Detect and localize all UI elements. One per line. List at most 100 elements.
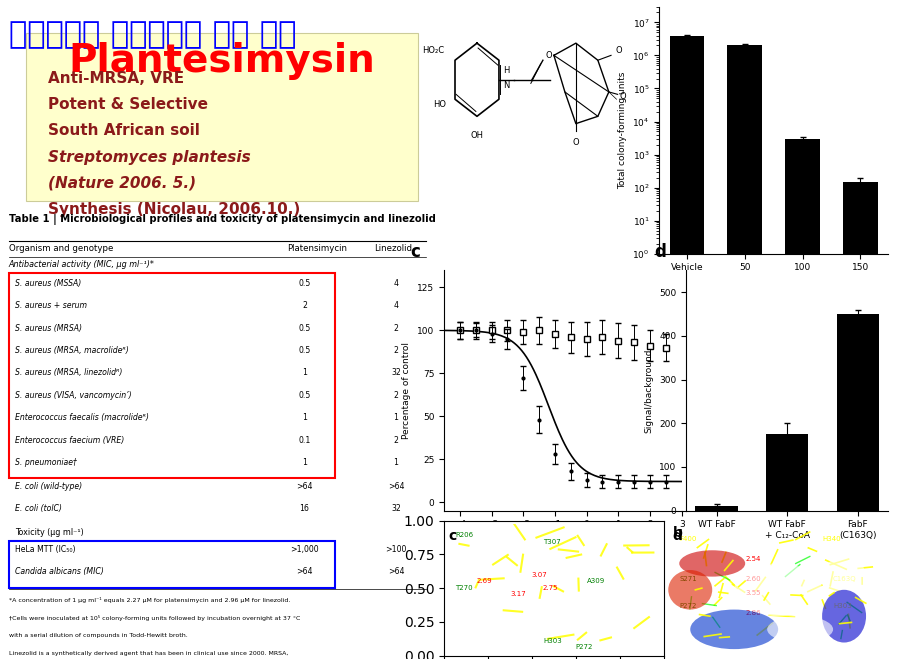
Text: 0.5: 0.5 [299,391,310,400]
Text: H303: H303 [543,637,562,644]
Text: 0.5: 0.5 [299,279,310,288]
Text: Linezolid is a synthetically derived agent that has been in clinical use since 2: Linezolid is a synthetically derived age… [9,651,288,656]
Text: Platensimycin: Platensimycin [287,244,347,254]
Text: 2: 2 [394,346,398,355]
Text: >64: >64 [296,567,313,576]
Text: b: b [673,526,683,540]
Text: (Nature 2006. 5.): (Nature 2006. 5.) [48,176,196,191]
Text: Antibacterial activity (MIC, μg ml⁻¹)*: Antibacterial activity (MIC, μg ml⁻¹)* [9,260,154,270]
Text: >1,000: >1,000 [291,545,318,554]
Text: 1: 1 [302,458,307,467]
Text: 4: 4 [394,279,398,288]
Ellipse shape [679,550,745,577]
Text: a: a [448,526,457,540]
Bar [766,434,808,511]
Text: 1: 1 [302,368,307,378]
Bar [670,36,704,659]
Text: 2: 2 [302,301,307,310]
Text: 3.07: 3.07 [532,571,548,578]
Text: T270: T270 [455,585,473,591]
Text: 32: 32 [391,368,401,378]
Text: S. aureus (MRSA, macrolideᴿ): S. aureus (MRSA, macrolideᴿ) [15,346,129,355]
FancyBboxPatch shape [26,33,418,201]
Text: a: a [435,0,447,2]
Text: >100: >100 [385,545,406,554]
Text: Enterococcus faecium (VRE): Enterococcus faecium (VRE) [15,436,125,445]
Text: S. aureus (MRSA): S. aureus (MRSA) [15,324,83,333]
Text: S. aureus (MRSA, linezolidᴿ): S. aureus (MRSA, linezolidᴿ) [15,368,123,378]
Text: *A concentration of 1 μg ml⁻¹ equals 2.27 μM for platensimycin and 2.96 μM for l: *A concentration of 1 μg ml⁻¹ equals 2.2… [9,598,290,604]
Text: †Cells were inoculated at 10⁵ colony-forming units followed by incubation overni: †Cells were inoculated at 10⁵ colony-for… [9,616,300,621]
Text: >64: >64 [388,567,405,576]
Text: HeLa MTT (IC₅₀): HeLa MTT (IC₅₀) [15,545,75,554]
Text: Organism and genotype: Organism and genotype [9,244,113,254]
Text: O: O [572,138,579,147]
Text: S. pneumoniae†: S. pneumoniae† [15,458,77,467]
Text: P272: P272 [576,644,593,650]
Text: O: O [620,92,626,101]
Text: HO₂C: HO₂C [422,46,444,55]
Text: HO: HO [433,100,446,109]
Text: d: d [673,529,683,543]
Text: 16: 16 [300,504,309,513]
Text: 3.55: 3.55 [745,590,761,596]
Text: 2: 2 [394,324,398,333]
Text: c: c [411,243,421,260]
Text: 2.54: 2.54 [745,556,761,562]
Text: >64: >64 [296,482,313,491]
Text: South African soil: South African soil [48,123,200,138]
Text: 1: 1 [302,413,307,422]
Text: c: c [448,529,457,543]
Text: d: d [654,243,666,260]
Y-axis label: Percentage of control: Percentage of control [403,342,412,439]
Text: Toxicity (μg ml⁻¹): Toxicity (μg ml⁻¹) [15,528,84,537]
Text: 2: 2 [394,436,398,445]
Text: 2.75: 2.75 [543,585,559,591]
X-axis label: Platensimycin (μg h⁻¹): Platensimycin (μg h⁻¹) [723,278,824,287]
Text: Linezolid: Linezolid [374,244,412,254]
Ellipse shape [822,590,866,643]
Text: E. coli (tolC): E. coli (tolC) [15,504,62,513]
Bar [785,139,820,659]
Text: T307: T307 [543,538,561,545]
Text: C163(Q): C163(Q) [509,604,539,610]
Text: >64: >64 [388,482,405,491]
Y-axis label: Total colony-forming units: Total colony-forming units [618,71,627,189]
Bar [695,506,737,511]
Bar [843,182,877,659]
Text: Streptomyces plantesis: Streptomyces plantesis [48,150,250,165]
Text: 1: 1 [394,413,398,422]
Ellipse shape [691,610,778,649]
Text: 미생물유래 신약개발의 최근 예시: 미생물유래 신약개발의 최근 예시 [9,20,296,49]
Text: C163Q: C163Q [833,577,857,583]
Bar [727,45,762,659]
Text: P272: P272 [679,604,697,610]
Ellipse shape [668,570,712,610]
Text: Anti-MRSA, VRE: Anti-MRSA, VRE [48,71,184,86]
Text: 2: 2 [394,391,398,400]
Text: 0.5: 0.5 [299,346,310,355]
Text: 32: 32 [391,504,401,513]
Text: with a serial dilution of compounds in Todd-Hewitt broth.: with a serial dilution of compounds in T… [9,633,187,638]
Text: 2.69: 2.69 [477,578,492,585]
Text: A309: A309 [587,578,605,585]
Text: Potent & Selective: Potent & Selective [48,97,208,112]
Text: F400: F400 [477,646,494,652]
Bar [837,314,879,511]
Text: H340: H340 [822,536,840,542]
Text: Candida albicans (MIC): Candida albicans (MIC) [15,567,104,576]
Text: S. aureus (MSSA): S. aureus (MSSA) [15,279,82,288]
Bar [9,541,335,588]
Text: Plantesimysin: Plantesimysin [68,42,375,80]
Bar [9,273,335,478]
Text: O: O [545,51,552,60]
Text: S271: S271 [679,577,697,583]
Text: H340: H340 [587,617,605,623]
Text: H: H [503,66,509,75]
Text: F400: F400 [679,536,697,542]
Y-axis label: Signal/background: Signal/background [645,348,654,433]
Text: S. aureus (VISA, vancomycin’): S. aureus (VISA, vancomycin’) [15,391,132,400]
Ellipse shape [822,557,866,596]
Text: H303: H303 [833,604,852,610]
Text: R206: R206 [455,532,473,538]
